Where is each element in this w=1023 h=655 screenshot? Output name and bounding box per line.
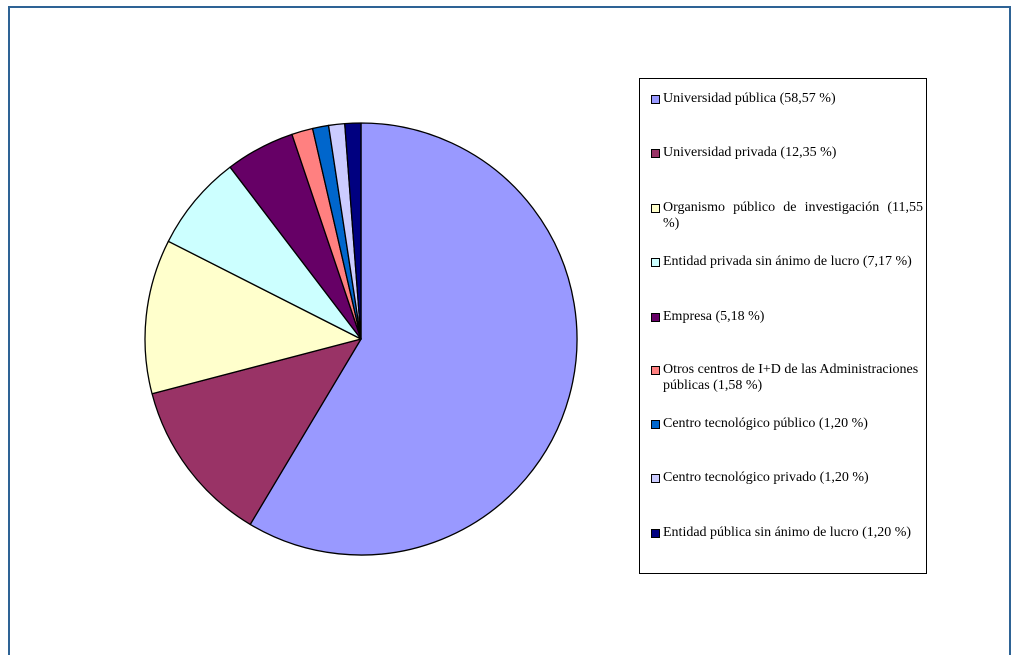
legend-label: Centro tecnológico público (1,20 %) — [663, 416, 868, 431]
legend-label: Universidad privada (12,35 %) — [663, 145, 837, 160]
legend-label: Empresa (5,18 %) — [663, 309, 765, 324]
legend-swatch — [651, 258, 660, 267]
legend-swatch — [651, 474, 660, 483]
pie-slice-0 — [249, 122, 578, 556]
legend-label: Entidad pública sin ánimo de lucro (1,20… — [663, 525, 912, 540]
legend-item-centro-tecnologico-privado: Centro tecnológico privado (1,20 %) — [651, 470, 923, 486]
legend-item-empresa: Empresa (5,18 %) — [651, 309, 923, 325]
legend-swatch — [651, 366, 660, 375]
legend-item-universidad-privada: Universidad privada (12,35 %) — [651, 145, 923, 161]
legend-swatch — [651, 95, 660, 104]
legend-label: Entidad privada sin ánimo de lucro (7,17… — [663, 254, 912, 269]
legend-label: Centro tecnológico privado (1,20 %) — [663, 470, 869, 485]
legend-item-entidad-privada: Entidad privada sin ánimo de lucro (7,17… — [651, 254, 923, 270]
pie-slice-8 — [344, 122, 362, 340]
legend-label: Organismo público de investigación (11,5… — [663, 200, 923, 231]
legend-swatch — [651, 529, 660, 538]
legend-swatch — [651, 420, 660, 429]
legend-item-organismo-publico: Organismo público de investigación (11,5… — [651, 200, 923, 232]
legend-swatch — [651, 149, 660, 158]
legend: Universidad pública (58,57 %) Universida… — [639, 78, 927, 574]
pie-slice-2 — [144, 240, 362, 395]
legend-item-otros-centros: Otros centros de I+D de las Administraci… — [651, 362, 923, 394]
pie-slice-1 — [151, 338, 362, 526]
legend-item-entidad-publica: Entidad pública sin ánimo de lucro (1,20… — [651, 525, 923, 541]
legend-swatch — [651, 313, 660, 322]
legend-item-centro-tecnologico-publico: Centro tecnológico público (1,20 %) — [651, 416, 923, 432]
legend-label: Universidad pública (58,57 %) — [663, 91, 836, 106]
legend-label: Otros centros de I+D de las Administraci… — [663, 362, 919, 393]
legend-swatch — [651, 204, 660, 213]
legend-item-universidad-publica: Universidad pública (58,57 %) — [651, 91, 923, 107]
